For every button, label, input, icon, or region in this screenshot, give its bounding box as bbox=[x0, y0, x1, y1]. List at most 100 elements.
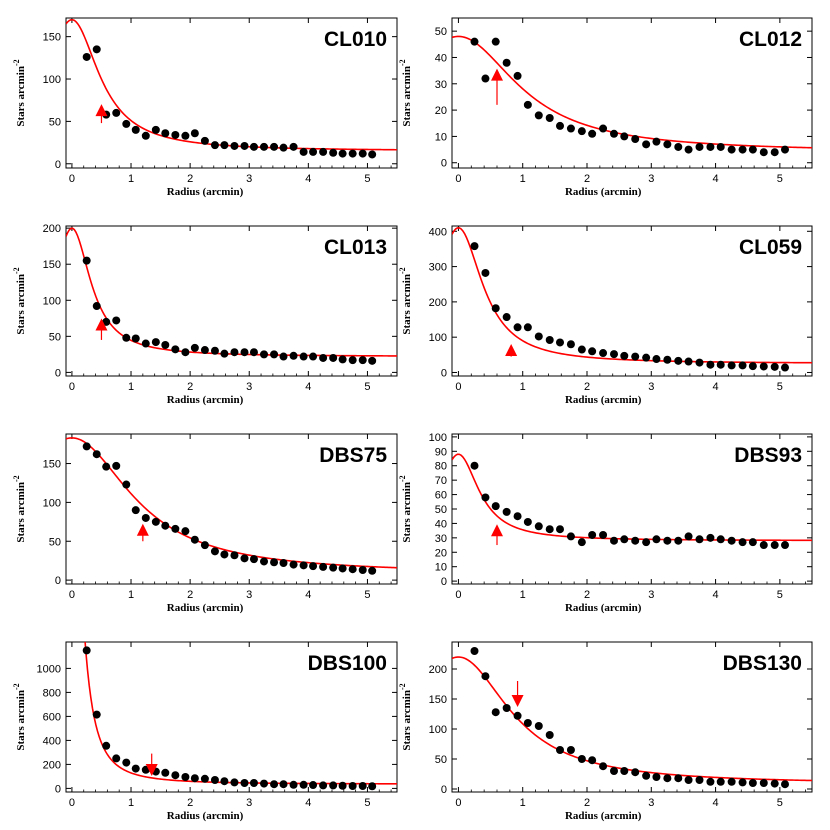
data-point bbox=[566, 340, 575, 349]
data-point bbox=[716, 142, 725, 151]
data-point bbox=[279, 143, 288, 152]
x-tick-label: 1 bbox=[520, 381, 526, 393]
x-tick-label: 3 bbox=[246, 381, 252, 393]
plot-frame bbox=[65, 17, 398, 169]
x-tick-label: 4 bbox=[713, 173, 719, 185]
y-tick-label: 50 bbox=[435, 26, 447, 38]
radius-marker-arrow bbox=[136, 523, 149, 542]
data-point bbox=[502, 704, 511, 712]
king-profile-fit-line bbox=[452, 453, 812, 542]
data-point bbox=[200, 136, 209, 145]
x-tick-label: 2 bbox=[584, 381, 590, 393]
y-tick-label: 400 bbox=[43, 735, 61, 747]
x-tick-label: 4 bbox=[713, 381, 719, 393]
arrow-head bbox=[511, 695, 524, 707]
y-axis-label-superscript: -2 bbox=[398, 683, 407, 690]
y-tick-label: 150 bbox=[43, 259, 61, 271]
x-tick-label: 4 bbox=[305, 589, 311, 601]
panel-title: DBS93 bbox=[734, 444, 802, 467]
data-point bbox=[781, 363, 789, 372]
x-tick-label: 5 bbox=[777, 797, 783, 809]
data-point bbox=[631, 768, 640, 777]
data-point bbox=[279, 780, 288, 789]
data-point bbox=[279, 559, 288, 568]
data-point bbox=[270, 780, 279, 789]
data-point bbox=[481, 672, 490, 681]
y-tick-label: 0 bbox=[441, 158, 447, 170]
data-point bbox=[102, 462, 111, 471]
data-point bbox=[684, 357, 693, 366]
data-point bbox=[220, 141, 229, 150]
data-point bbox=[534, 522, 543, 531]
data-point bbox=[534, 332, 543, 341]
x-tick-label: 1 bbox=[128, 589, 134, 601]
y-axis-label: Stars arcmin-2 bbox=[12, 267, 27, 334]
data-point bbox=[781, 145, 789, 154]
data-point bbox=[240, 554, 249, 563]
data-point bbox=[642, 353, 651, 362]
y-axis-label-superscript: -2 bbox=[12, 267, 21, 274]
data-point bbox=[141, 339, 150, 348]
data-point bbox=[122, 119, 131, 128]
x-tick-label: 3 bbox=[648, 589, 654, 601]
x-axis-label: Radius (arcmin) bbox=[167, 186, 244, 198]
y-tick-label: 1000 bbox=[37, 663, 61, 675]
x-tick-label: 2 bbox=[187, 381, 193, 393]
data-point bbox=[642, 140, 651, 149]
data-point bbox=[577, 127, 586, 136]
y-tick-label: 30 bbox=[435, 533, 447, 545]
y-tick-label: 300 bbox=[429, 262, 447, 274]
x-tick-label: 2 bbox=[187, 173, 193, 185]
data-point bbox=[200, 774, 209, 783]
x-tick-label: 0 bbox=[455, 381, 461, 393]
x-tick-label: 3 bbox=[246, 797, 252, 809]
data-point bbox=[102, 317, 111, 326]
y-tick-label: 0 bbox=[55, 367, 61, 379]
data-point bbox=[577, 755, 586, 763]
data-point bbox=[319, 147, 328, 156]
data-point bbox=[727, 536, 736, 545]
data-point bbox=[329, 563, 338, 572]
data-point bbox=[210, 346, 219, 355]
data-point bbox=[220, 550, 229, 559]
data-point bbox=[131, 764, 140, 773]
data-point bbox=[289, 560, 298, 569]
data-point bbox=[523, 323, 532, 332]
data-point bbox=[82, 646, 91, 655]
plot-frame bbox=[65, 225, 398, 377]
x-axis-label: Radius (arcmin) bbox=[167, 602, 244, 614]
data-point bbox=[161, 768, 170, 777]
data-point bbox=[151, 338, 160, 347]
y-tick-label: 70 bbox=[435, 475, 447, 487]
data-point bbox=[770, 362, 779, 371]
data-point bbox=[695, 535, 704, 544]
y-tick-label: 10 bbox=[435, 562, 447, 574]
data-point bbox=[270, 142, 279, 151]
radius-marker-arrow bbox=[491, 524, 503, 546]
data-point bbox=[338, 355, 347, 364]
x-tick-label: 1 bbox=[128, 797, 134, 809]
x-axis-label: Radius (arcmin) bbox=[167, 394, 244, 406]
data-point bbox=[481, 268, 490, 277]
y-tick-label: 200 bbox=[429, 664, 447, 676]
data-point bbox=[309, 562, 318, 571]
panel-cl059: 0 1 2 3 4 5 0 100 200 300 400 Radius (arcmin) Stars … bbox=[398, 225, 813, 406]
data-point bbox=[131, 334, 140, 343]
data-point bbox=[684, 776, 693, 784]
y-axis-label-superscript: -2 bbox=[12, 59, 21, 66]
data-point bbox=[240, 348, 249, 357]
data-point bbox=[738, 145, 747, 154]
data-point bbox=[220, 349, 229, 358]
x-tick-label: 5 bbox=[777, 381, 783, 393]
y-tick-label: 100 bbox=[429, 332, 447, 344]
data-point bbox=[249, 348, 258, 357]
data-point bbox=[748, 779, 757, 787]
data-point bbox=[610, 129, 618, 138]
y-axis-label: Stars arcmin-2 bbox=[12, 683, 27, 750]
panel-title: DBS75 bbox=[319, 444, 387, 467]
data-point bbox=[289, 351, 298, 360]
